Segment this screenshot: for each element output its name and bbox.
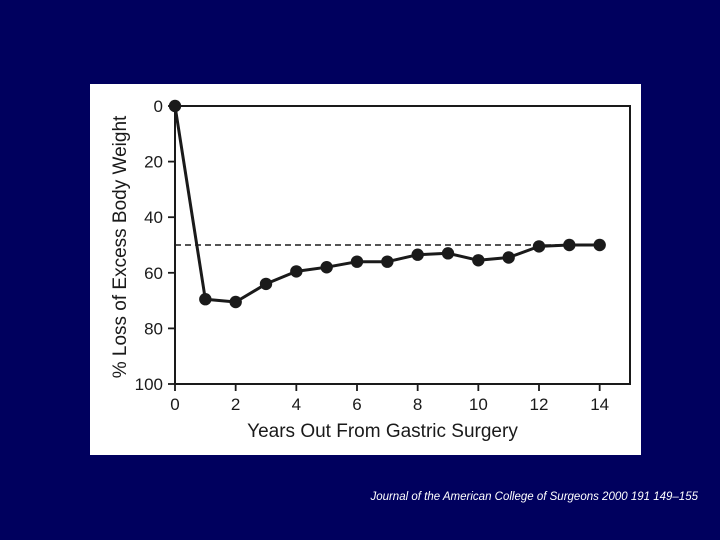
data-point [168,99,182,113]
data-point [290,265,303,278]
y-tick-label: 60 [144,264,163,283]
citation-text: Journal of the American College of Surge… [370,491,698,503]
data-point [320,261,333,274]
data-point [532,240,546,253]
x-tick-label: 12 [530,395,549,414]
y-tick-label: 80 [144,319,163,338]
x-tick-label: 6 [352,395,361,414]
x-axis-label: Years Out From Gastric Surgery [247,421,518,442]
y-tick-label: 20 [144,153,163,172]
x-tick-label: 0 [170,395,179,414]
x-tick-label: 8 [413,395,422,414]
data-point [350,255,364,268]
series-line [173,105,600,304]
x-tick-label: 10 [469,395,488,414]
data-point [563,238,576,252]
data-point [381,255,394,268]
line-chart: 0 20 40 60 80 100 0 2 4 6 8 10 12 14 Years Out From Ga… [110,97,631,442]
chart-panel: 0 20 40 60 80 100 0 2 4 6 8 10 12 14 Years Out From Ga… [90,84,641,455]
data-point [199,293,212,306]
data-point [259,277,273,291]
y-axis-label: % Loss of Excess Body Weight [110,115,131,378]
data-point [593,238,606,252]
y-tick-label: 40 [144,208,163,227]
x-tick-label: 4 [292,395,301,414]
y-tick-label: 100 [135,375,163,394]
data-point [441,247,455,260]
data-point [229,295,242,309]
x-tick-label: 2 [231,395,240,414]
y-tick-label: 0 [154,97,163,116]
x-tick-label: 14 [590,395,609,414]
data-point [411,248,424,261]
data-point [472,254,485,267]
data-point [502,251,515,264]
